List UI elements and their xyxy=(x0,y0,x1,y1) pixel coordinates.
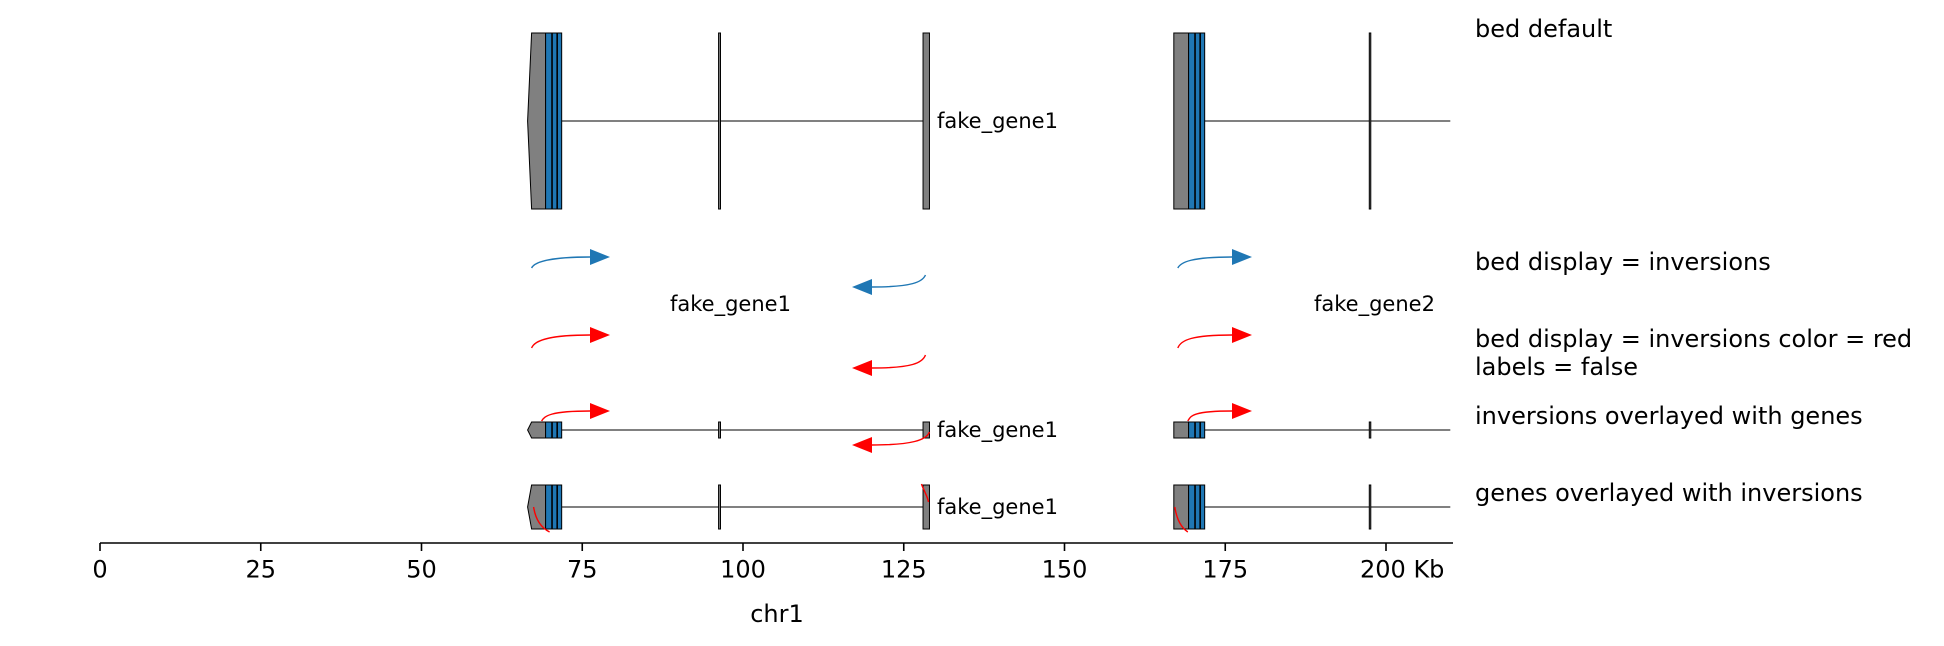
cds-exon xyxy=(1188,484,1206,530)
inversion-arrow-left-head xyxy=(852,279,872,295)
cds-exon xyxy=(545,32,563,210)
inversion-arrow-right-head xyxy=(1232,403,1252,419)
utr-exon xyxy=(527,32,547,210)
inversion-arrows xyxy=(530,249,1252,533)
gene-label-fake-gene1-track4: fake_gene1 xyxy=(937,418,1058,443)
exon xyxy=(1368,484,1372,530)
x-tick-label: 100 xyxy=(720,555,766,583)
track-label-inversions-red-line2: labels = false xyxy=(1475,353,1638,381)
gene-label-fake-gene1-track1: fake_gene1 xyxy=(937,109,1058,134)
inversion-arrow-right-shaft xyxy=(1177,334,1233,349)
cds-exon xyxy=(1188,32,1206,210)
cds-exon xyxy=(545,484,563,530)
cds-exon xyxy=(1188,421,1206,439)
utr-exon xyxy=(1173,484,1190,530)
x-tick-label: 75 xyxy=(567,555,598,583)
x-tick-label: 0 xyxy=(92,555,107,583)
inversion-fragment xyxy=(920,483,930,503)
inversion-arrow-right-shaft xyxy=(1177,256,1233,269)
inversion-arrow-left-head xyxy=(852,437,872,453)
inversion-arrow-right-head xyxy=(590,249,610,265)
inversion-fragment xyxy=(1174,506,1189,533)
utr-exon xyxy=(1173,421,1190,439)
track-label-bed-default: bed default xyxy=(1475,15,1612,43)
inversion-arrow-right-shaft xyxy=(530,256,591,269)
inversion-arrow-left-shaft xyxy=(871,431,931,446)
x-axis: 0 25 50 75 100 125 150 175 200 Kb xyxy=(92,542,1453,583)
track-label-inversions-red-line1: bed display = inversions color = red xyxy=(1475,325,1912,353)
exon xyxy=(718,421,721,439)
x-tick-label: 25 xyxy=(245,555,276,583)
inversion-arrow-right-head xyxy=(1232,327,1252,343)
x-tick-label: 200 Kb xyxy=(1360,555,1444,583)
inversion-arrow-right-head xyxy=(1232,249,1252,265)
gene-label-fake-gene2-inversions: fake_gene2 xyxy=(1314,292,1435,317)
exon xyxy=(1368,32,1372,210)
inversion-arrow-left-shaft xyxy=(871,274,927,288)
exon xyxy=(718,32,721,210)
inversion-arrow-right-head xyxy=(590,403,610,419)
inversion-arrow-left-head xyxy=(852,360,872,376)
inversion-fragment xyxy=(532,506,550,533)
gene-models xyxy=(527,32,1451,530)
gene-label-fake-gene1-track5: fake_gene1 xyxy=(937,495,1058,520)
x-tick-label: 175 xyxy=(1202,555,1248,583)
exon xyxy=(922,421,930,439)
inversion-arrow-right-shaft xyxy=(530,334,591,349)
utr-exon xyxy=(1173,32,1190,210)
exon xyxy=(718,484,721,530)
inversion-arrow-right-shaft xyxy=(1187,410,1233,422)
x-tick-label: 150 xyxy=(1042,555,1088,583)
inversion-arrow-right-shaft xyxy=(540,410,591,422)
inversion-arrow-right-head xyxy=(590,327,610,343)
track-label-inversions-overlayed: inversions overlayed with genes xyxy=(1475,402,1863,430)
utr-exon xyxy=(527,421,547,439)
exon xyxy=(922,32,930,210)
gene-label-fake-gene1-inversions: fake_gene1 xyxy=(670,292,791,317)
cds-exon xyxy=(545,421,563,439)
x-tick-label: 50 xyxy=(406,555,437,583)
track-label-genes-overlayed: genes overlayed with inversions xyxy=(1475,479,1863,507)
exon xyxy=(922,484,930,530)
exon xyxy=(1368,421,1372,439)
track-label-inversions: bed display = inversions xyxy=(1475,248,1771,276)
x-tick-label: 125 xyxy=(881,555,927,583)
inversion-arrow-left-shaft xyxy=(871,354,927,369)
chrom-label: chr1 xyxy=(750,600,804,628)
utr-exon xyxy=(527,484,547,530)
